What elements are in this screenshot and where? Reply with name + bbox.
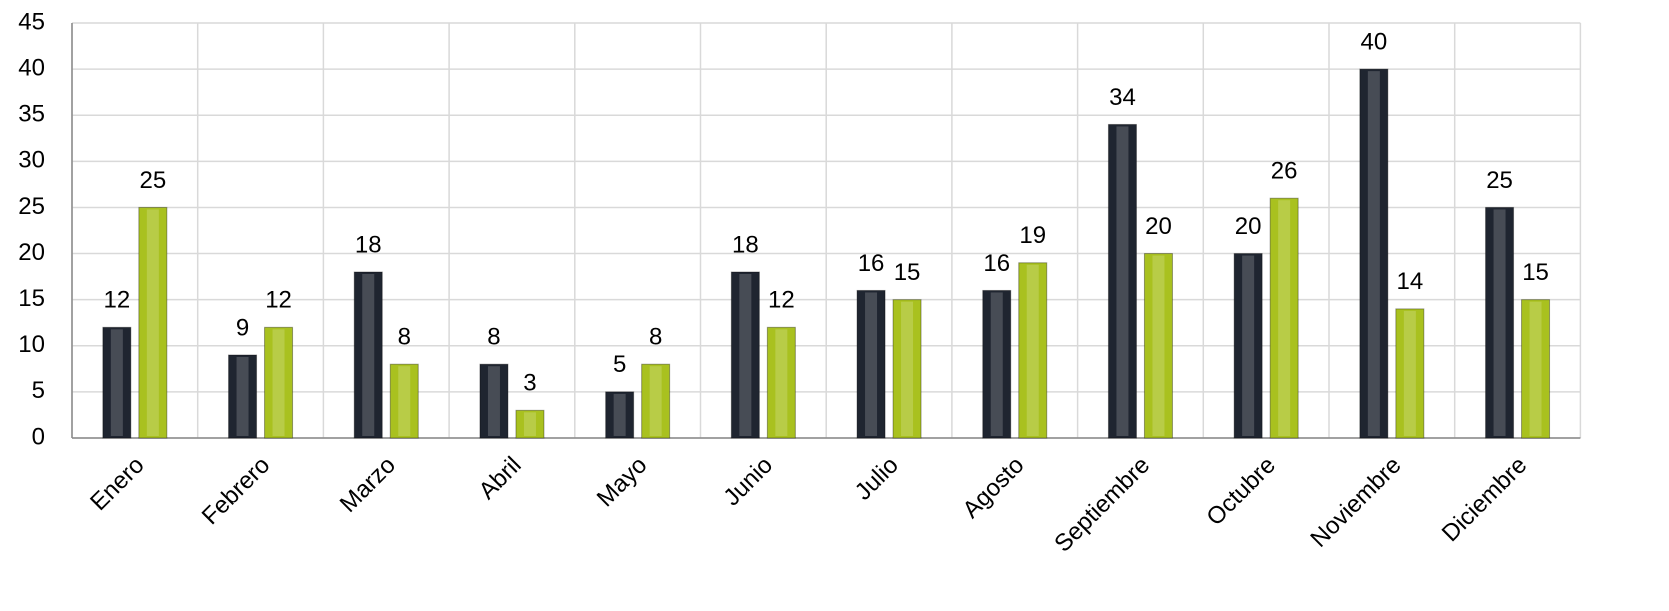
- y-tick-label: 5: [32, 377, 45, 404]
- bar-highlight: [1116, 126, 1129, 436]
- bar-highlight: [146, 209, 159, 436]
- x-tick-label: Marzo: [335, 452, 401, 518]
- y-tick-label: 45: [18, 8, 45, 35]
- bar-highlight: [739, 274, 752, 436]
- data-label: 40: [1360, 28, 1387, 55]
- bar: [1143, 253, 1173, 439]
- y-tick-label: 15: [18, 285, 45, 312]
- y-tick-label: 35: [18, 101, 45, 128]
- data-label: 15: [1522, 259, 1549, 286]
- bar: [264, 326, 294, 439]
- x-tick-label: Febrero: [197, 452, 276, 531]
- bar: [102, 326, 132, 439]
- bar-highlight: [1493, 209, 1506, 436]
- y-tick-label: 0: [32, 423, 45, 450]
- x-tick-label: Junio: [718, 452, 778, 512]
- y-tick-label: 10: [18, 331, 45, 358]
- data-label: 8: [487, 324, 500, 351]
- bar: [1359, 68, 1389, 439]
- data-label: 18: [355, 231, 382, 258]
- x-tick-label: Septiembre: [1049, 452, 1155, 558]
- x-tick-label: Agosto: [958, 452, 1030, 524]
- bar-highlight: [1026, 264, 1039, 436]
- bar-highlight: [487, 366, 500, 436]
- bar-highlight: [1278, 200, 1291, 436]
- x-tick-label: Enero: [85, 452, 149, 516]
- bar: [515, 409, 545, 439]
- data-label: 20: [1145, 213, 1172, 240]
- data-label: 34: [1109, 84, 1136, 111]
- data-label: 26: [1271, 158, 1298, 185]
- bar: [1269, 197, 1299, 439]
- data-label: 8: [398, 324, 411, 351]
- y-tick-label: 25: [18, 193, 45, 220]
- x-tick-label: Diciembre: [1437, 452, 1532, 547]
- data-label: 19: [1019, 222, 1046, 249]
- bar: [892, 299, 922, 439]
- data-label: 8: [649, 324, 662, 351]
- x-tick-label: Octubre: [1201, 452, 1280, 531]
- data-label: 18: [732, 231, 759, 258]
- bar-highlight: [775, 329, 788, 436]
- data-label: 25: [139, 167, 166, 194]
- bar-highlight: [1403, 310, 1416, 436]
- bar: [1395, 308, 1425, 439]
- bar-highlight: [1367, 71, 1380, 436]
- bar-highlight: [272, 329, 285, 436]
- y-tick-label: 30: [18, 147, 45, 174]
- data-label: 20: [1235, 213, 1262, 240]
- bar-highlight: [523, 412, 536, 436]
- bar: [982, 289, 1012, 439]
- bar: [228, 354, 258, 439]
- bar-highlight: [110, 329, 123, 436]
- bar-highlight: [1152, 255, 1165, 436]
- data-label: 16: [983, 250, 1010, 277]
- bar-highlight: [990, 292, 1003, 436]
- bar: [1018, 262, 1048, 439]
- bar-highlight: [1529, 301, 1542, 436]
- x-tick-label: Abril: [474, 452, 527, 505]
- bar-highlight: [362, 274, 375, 436]
- bar: [641, 363, 671, 439]
- bar-highlight: [1242, 255, 1255, 436]
- data-label: 15: [894, 259, 921, 286]
- x-tick-label: Noviembre: [1305, 452, 1406, 553]
- data-label: 12: [103, 287, 130, 314]
- data-label: 16: [858, 250, 885, 277]
- bar: [1233, 253, 1263, 439]
- bar: [1521, 299, 1551, 439]
- y-tick-label: 20: [18, 239, 45, 266]
- bar-highlight: [901, 301, 914, 436]
- data-label: 9: [236, 314, 249, 341]
- bar-highlight: [398, 366, 411, 436]
- data-label: 5: [613, 351, 626, 378]
- bar-highlight: [613, 393, 626, 436]
- bar-highlight: [236, 357, 249, 436]
- x-tick-label: Julio: [850, 452, 904, 506]
- data-label: 14: [1396, 268, 1423, 295]
- bar: [1485, 206, 1515, 439]
- bar: [138, 206, 168, 439]
- bar: [766, 326, 796, 439]
- bar: [353, 271, 383, 439]
- bar: [730, 271, 760, 439]
- y-tick-label: 40: [18, 54, 45, 81]
- bar: [479, 363, 509, 439]
- data-label: 3: [523, 370, 536, 397]
- data-label: 12: [768, 287, 795, 314]
- bar-highlight: [649, 366, 662, 436]
- data-label: 25: [1486, 167, 1513, 194]
- data-label: 12: [265, 287, 292, 314]
- bar: [389, 363, 419, 439]
- bar: [856, 289, 886, 439]
- bar: [1107, 123, 1137, 439]
- bar-highlight: [865, 292, 878, 436]
- x-tick-label: Mayo: [592, 452, 653, 513]
- bar: [605, 391, 635, 439]
